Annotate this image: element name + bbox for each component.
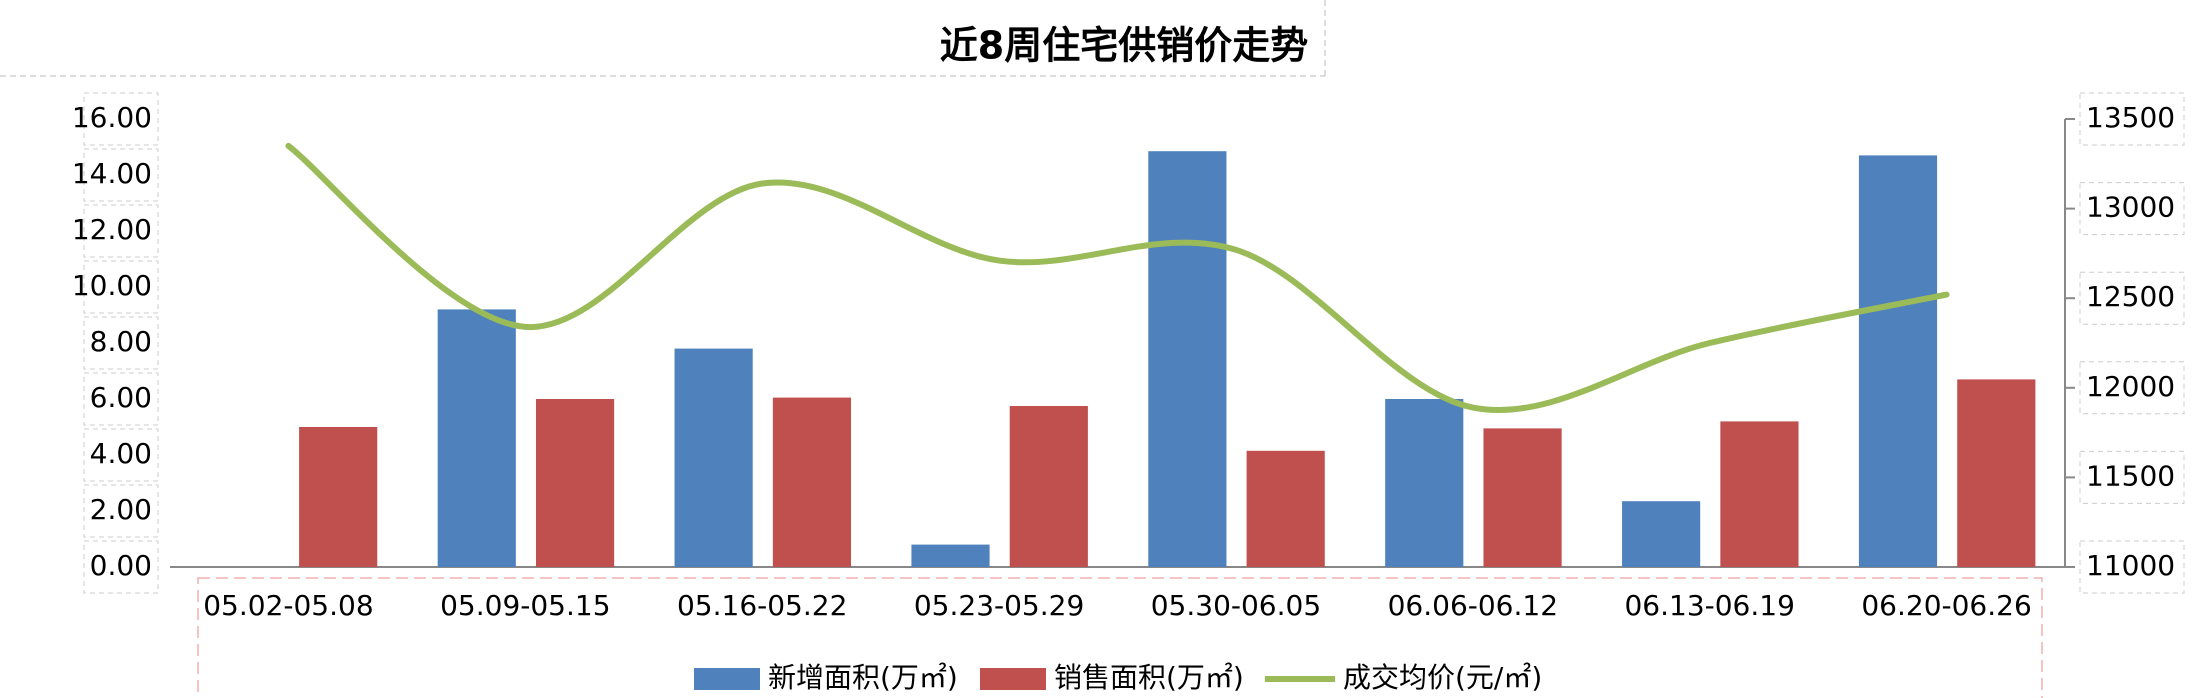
y-tick-label: 10.00 (72, 269, 152, 302)
y2-tick-label: 13500 (2086, 101, 2175, 134)
bar (1858, 155, 1938, 567)
tick-label-box (83, 148, 159, 202)
tick-label-box (83, 484, 159, 538)
bar (772, 397, 852, 567)
axis-label-box (197, 577, 2043, 698)
bar (911, 544, 990, 567)
legend-swatch (694, 668, 760, 690)
y-tick-label: 16.00 (72, 101, 152, 134)
chart-title: 近8周住宅供销价走势 (940, 24, 1308, 68)
legend-label: 销售面积(万㎡) (1054, 661, 1244, 694)
y2-tick-label: 12000 (2086, 370, 2175, 403)
y-tick-label: 12.00 (72, 213, 152, 246)
bar (1957, 379, 2036, 567)
bar (299, 427, 378, 567)
tick-label-box (83, 316, 159, 370)
y-tick-label: 6.00 (90, 381, 152, 414)
legend-swatch (980, 668, 1046, 690)
bar (535, 399, 615, 567)
bar (1246, 450, 1325, 567)
x-tick-label: 06.13-06.19 (1624, 589, 1794, 622)
tick-label-box (83, 372, 159, 426)
tick-label-box (83, 260, 159, 314)
tick-label-box (2079, 540, 2185, 594)
bar (1720, 421, 1799, 567)
y-tick-label: 0.00 (90, 549, 152, 582)
x-tick-label: 05.02-05.08 (203, 589, 373, 622)
bar (1385, 399, 1464, 567)
x-tick-label: 05.23-05.29 (914, 589, 1084, 622)
y-tick-label: 4.00 (90, 437, 152, 470)
tick-label-box (83, 92, 159, 146)
legend-label: 成交均价(元/㎡) (1343, 661, 1542, 694)
bar (1009, 406, 1088, 567)
bar (1483, 428, 1562, 567)
y-tick-label: 8.00 (90, 325, 152, 358)
y-tick-label: 2.00 (90, 493, 152, 526)
y-tick-label: 14.00 (72, 157, 152, 190)
bar (1622, 501, 1701, 567)
tick-label-box (83, 428, 159, 482)
legend-label: 新增面积(万㎡) (768, 661, 958, 694)
y2-tick-label: 11000 (2086, 549, 2175, 582)
bar (674, 348, 753, 567)
x-tick-label: 06.06-06.12 (1388, 589, 1558, 622)
tick-label-box (2079, 361, 2185, 415)
tick-label-box (2079, 92, 2185, 146)
tick-label-box (2079, 271, 2185, 325)
x-tick-label: 05.16-05.22 (677, 589, 847, 622)
tick-label-box (2079, 182, 2185, 236)
y2-tick-label: 13000 (2086, 191, 2175, 224)
line (285, 142, 1950, 413)
x-tick-label: 05.30-06.05 (1151, 589, 1321, 622)
bar (437, 309, 516, 567)
x-tick-label: 05.09-05.15 (440, 589, 610, 622)
bar (1148, 151, 1227, 567)
y2-tick-label: 12500 (2086, 280, 2175, 313)
y2-tick-label: 11500 (2086, 459, 2175, 492)
tick-label-box (83, 204, 159, 258)
tick-label-box (83, 540, 159, 594)
tick-label-box (2079, 450, 2185, 504)
x-tick-label: 06.20-06.26 (1861, 589, 2031, 622)
